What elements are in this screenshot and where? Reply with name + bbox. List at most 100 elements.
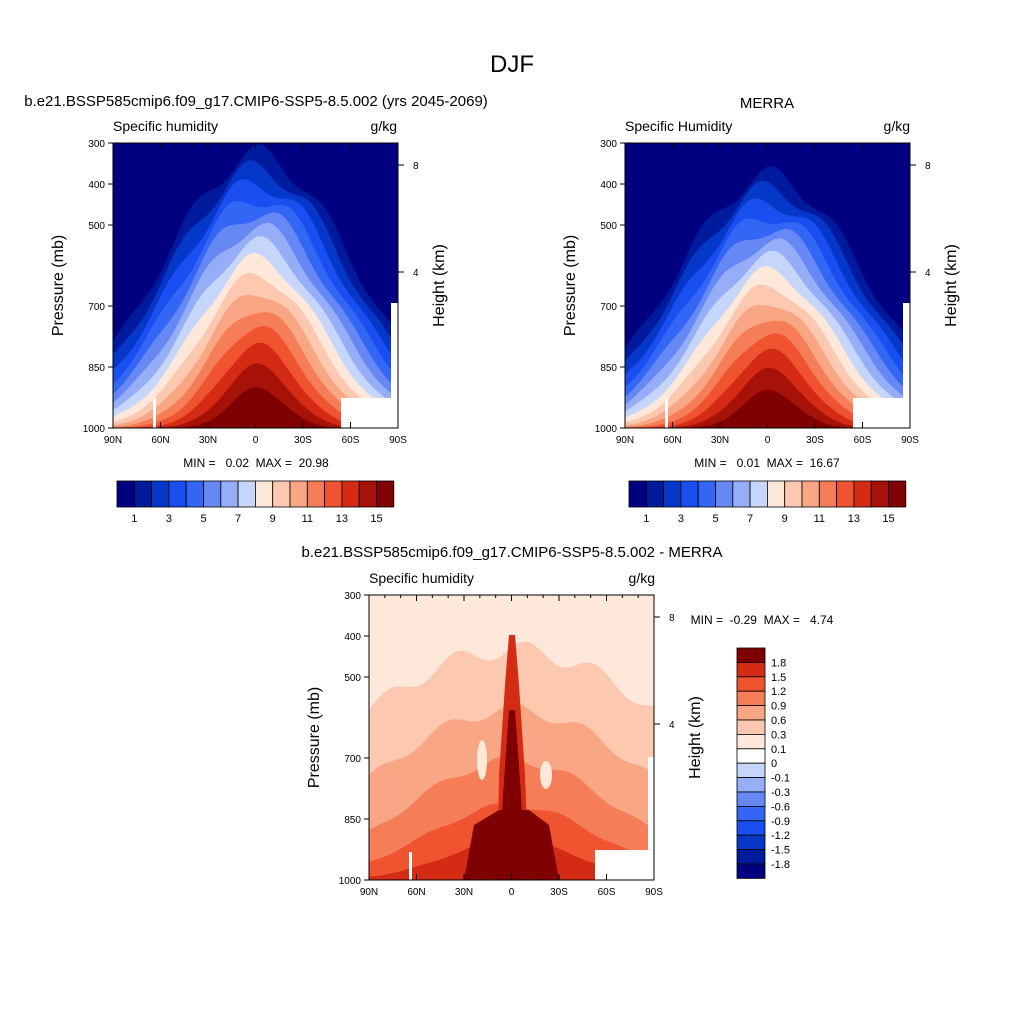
y-axis-right-label: Height (km) <box>431 244 448 327</box>
colorbar-label: -0.1 <box>771 773 790 785</box>
panel-title: b.e21.BSSP585cmip6.f09_g17.CMIP6-SSP5-8.… <box>301 544 722 561</box>
colorbar-swatch <box>853 480 872 508</box>
colorbar-swatch <box>870 480 889 508</box>
stats-text: MIN = 0.01 MAX = 16.67 <box>694 456 840 470</box>
y-tick-label: 850 <box>600 363 617 374</box>
axes: 90N 60N 30N 0 30S 60S 90S 300 400 500 700 850 1000 8 4… <box>50 139 448 446</box>
y-tick-label: 300 <box>600 139 617 150</box>
colorbar-swatch <box>736 791 766 807</box>
colorbar-label: 13 <box>848 513 860 525</box>
x-tick-label: 60N <box>663 435 681 446</box>
colorbar-label: 11 <box>814 513 825 525</box>
colorbar-swatch <box>680 480 699 508</box>
x-tick-label: 30N <box>711 435 729 446</box>
colorbar-swatch <box>736 849 766 865</box>
colorbar-swatch <box>736 690 766 707</box>
colorbar-swatch <box>715 480 734 508</box>
colorbar-swatch <box>749 480 768 508</box>
x-tick-label: 30N <box>455 887 473 898</box>
height-tick-label: 8 <box>413 161 419 172</box>
colorbar-swatch <box>736 806 766 822</box>
colorbar-swatch <box>888 480 907 508</box>
colorbar-swatch <box>220 480 239 508</box>
missing-region <box>665 398 668 428</box>
missing-region <box>648 757 654 880</box>
variable-label: Specific humidity <box>113 118 218 134</box>
colorbar-swatch <box>767 480 786 508</box>
missing-region <box>903 303 910 428</box>
colorbar-swatch <box>663 480 682 508</box>
colorbar-swatch <box>376 480 395 508</box>
x-tick-label: 30S <box>294 435 312 446</box>
colorbar-swatch <box>736 734 766 750</box>
panel-diff: b.e21.BSSP585cmip6.f09_g17.CMIP6-SSP5-8.… <box>301 544 833 898</box>
colorbar-swatch <box>736 762 766 779</box>
missing-region <box>391 303 398 428</box>
colorbar-label: 1 <box>643 513 649 525</box>
x-tick-label: 60N <box>407 887 425 898</box>
colorbar-swatch <box>736 662 766 678</box>
colorbar-label: 3 <box>166 513 172 525</box>
colorbar-swatch <box>185 480 204 508</box>
units-label: g/kg <box>884 118 910 134</box>
colorbar-label: 0.9 <box>771 701 786 713</box>
colorbar-swatch <box>736 834 766 851</box>
colorbar-swatch <box>151 480 170 508</box>
x-tick-label: 60S <box>854 435 872 446</box>
colorbar-label: 1.2 <box>771 686 786 698</box>
colorbar-swatch <box>736 719 766 735</box>
height-tick-label: 8 <box>925 161 931 172</box>
colorbar-label: -0.9 <box>771 816 790 828</box>
colorbar-swatch <box>289 480 308 508</box>
colorbar-label: 1.5 <box>771 672 786 684</box>
stats-text: MIN = -0.29 MAX = 4.74 <box>691 613 834 627</box>
axes: 90N 60N 30N 0 30S 60S 90S 300 400 500 700 850 1000 8 4… <box>562 139 960 446</box>
x-tick-label: 90N <box>360 887 378 898</box>
colorbar-label: -1.5 <box>771 845 790 857</box>
colorbar-label: 7 <box>235 513 241 525</box>
y-tick-label: 700 <box>88 302 105 313</box>
colorbar-swatch <box>237 480 256 508</box>
stats-text: MIN = 0.02 MAX = 20.98 <box>183 456 329 470</box>
y-tick-label: 850 <box>88 363 105 374</box>
height-tick-label: 8 <box>669 613 675 624</box>
colorbar: 1.8 1.5 1.2 0.9 0.6 0.3 0.1 0 -0.1 -0.3 -0.6 -0.9 -1… <box>736 647 790 879</box>
contour-band <box>464 810 559 880</box>
colorbar-swatch <box>628 480 647 508</box>
y-tick-label: 500 <box>88 221 105 232</box>
colorbar-swatch <box>801 480 820 508</box>
colorbar-swatch <box>306 480 325 508</box>
x-tick-label: 90S <box>389 435 407 446</box>
x-tick-label: 60N <box>151 435 169 446</box>
colorbar-label: 5 <box>200 513 206 525</box>
colorbar-swatch <box>732 480 751 508</box>
y-tick-label: 300 <box>88 139 105 150</box>
colorbar-label: 9 <box>782 513 788 525</box>
colorbar-swatch <box>272 480 291 508</box>
y-tick-label: 400 <box>88 180 105 191</box>
y-tick-label: 500 <box>600 221 617 232</box>
colorbar-label: 1 <box>131 513 137 525</box>
colorbar-swatch <box>341 480 360 508</box>
axes: 90N 60N 30N 0 30S 60S 90S 300 400 500 700 850 1000 8 4… <box>306 591 704 898</box>
contour-band <box>113 387 398 428</box>
colorbar-swatch <box>736 777 766 793</box>
y-tick-label: 700 <box>600 302 617 313</box>
colorbar-swatch <box>697 480 716 508</box>
colorbar-swatch <box>645 480 664 508</box>
y-tick-label: 1000 <box>339 876 362 887</box>
colorbar-label: 15 <box>370 513 382 525</box>
variable-label: Specific humidity <box>369 570 474 586</box>
x-tick-label: 30S <box>806 435 824 446</box>
y-tick-label: 850 <box>344 815 361 826</box>
colorbar-label: 15 <box>882 513 894 525</box>
colorbar-swatch <box>736 676 766 692</box>
x-tick-label: 90S <box>645 887 663 898</box>
missing-region <box>853 398 910 428</box>
panel-title: b.e21.BSSP585cmip6.f09_g17.CMIP6-SSP5-8.… <box>24 93 488 110</box>
colorbar-label: 11 <box>302 513 313 525</box>
height-tick-label: 4 <box>669 720 675 731</box>
colorbar-swatch <box>736 705 766 721</box>
colorbar-swatch <box>254 480 274 508</box>
